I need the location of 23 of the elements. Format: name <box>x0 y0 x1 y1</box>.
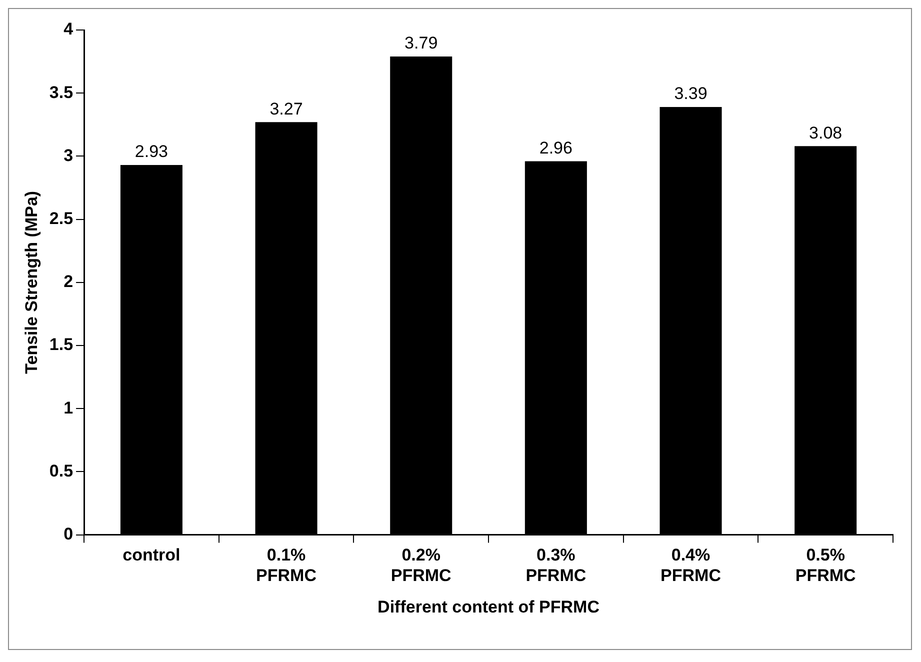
y-tick-label: 1 <box>64 398 74 418</box>
x-tick-label: 0.3% PFRMC <box>526 546 586 586</box>
y-tick-label: 0 <box>64 524 74 544</box>
x-tick-label: 0.1% PFRMC <box>256 546 316 586</box>
x-tick-label: 0.4% PFRMC <box>660 546 721 586</box>
y-tick-label: 3.5 <box>49 82 74 102</box>
y-tick-label: 3 <box>64 146 74 165</box>
data-label: 2.93 <box>134 142 168 162</box>
x-tick-label: 0.5% PFRMC <box>795 546 856 586</box>
y-tick-label: 2 <box>64 272 74 292</box>
y-tick-label: 2.5 <box>49 208 74 228</box>
y-tick-label: 0.5 <box>49 461 74 480</box>
x-tick-label: 0.2% PFRMC <box>390 546 452 586</box>
data-label: 3.27 <box>270 99 303 118</box>
data-label: 3.79 <box>404 34 438 53</box>
y-axis-title: Tensile Strength (MPa) <box>22 190 41 374</box>
x-axis-title: Different content of PFRMC <box>378 597 600 616</box>
data-label: 2.96 <box>539 138 572 158</box>
y-tick-label: 1.5 <box>49 335 74 354</box>
data-label: 3.08 <box>809 123 842 142</box>
x-tick-label: control <box>122 546 180 565</box>
data-label: 3.39 <box>674 84 708 104</box>
y-tick-label: 4 <box>64 20 74 39</box>
